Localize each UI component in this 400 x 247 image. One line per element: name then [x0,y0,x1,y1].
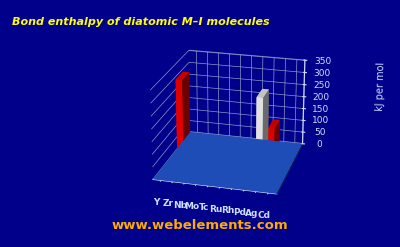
Text: www.webelements.com: www.webelements.com [112,219,288,232]
Text: Bond enthalpy of diatomic M–I molecules: Bond enthalpy of diatomic M–I molecules [12,17,270,27]
